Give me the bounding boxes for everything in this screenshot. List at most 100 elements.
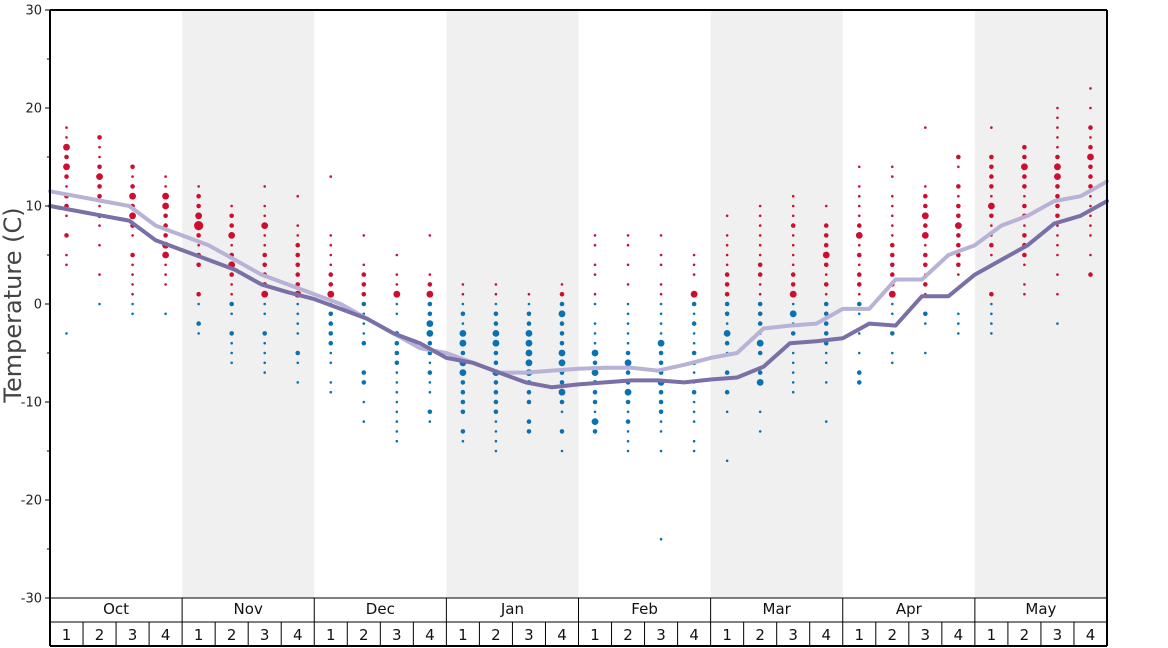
data-point: [131, 283, 134, 286]
data-point: [131, 175, 134, 178]
data-point: [493, 409, 499, 415]
data-point: [591, 418, 599, 425]
data-point: [361, 340, 367, 346]
data-point: [1023, 263, 1026, 267]
data-point: [197, 302, 200, 306]
data-point: [1089, 234, 1092, 237]
data-point: [194, 221, 204, 231]
data-point: [559, 340, 565, 346]
data-point: [164, 185, 167, 188]
data-point: [329, 263, 333, 267]
data-point: [427, 301, 433, 307]
data-point: [889, 331, 895, 336]
data-point: [791, 390, 795, 394]
data-point: [921, 212, 929, 220]
data-point: [924, 243, 927, 247]
data-point: [98, 145, 101, 149]
y-tick-label: 0: [34, 298, 42, 313]
data-point: [1056, 292, 1059, 296]
data-point: [823, 223, 829, 228]
data-point: [395, 302, 399, 306]
data-point: [395, 400, 399, 404]
data-point: [263, 234, 267, 237]
data-point: [98, 243, 101, 247]
data-point: [626, 430, 630, 433]
data-point: [757, 370, 763, 375]
data-point: [989, 291, 994, 297]
data-point: [295, 350, 301, 356]
data-point: [63, 143, 70, 151]
data-point: [1055, 154, 1060, 160]
data-point: [593, 243, 597, 247]
data-point: [658, 350, 664, 356]
data-point: [427, 370, 433, 375]
data-point: [857, 332, 861, 335]
data-point: [990, 322, 993, 325]
data-point: [295, 242, 301, 248]
data-point: [593, 292, 597, 296]
data-point: [395, 390, 399, 394]
data-point: [263, 204, 267, 208]
data-point: [725, 253, 729, 257]
data-point: [162, 202, 170, 210]
week-label: 4: [557, 626, 567, 644]
data-point: [361, 272, 367, 277]
data-point: [855, 232, 863, 239]
data-point: [164, 283, 167, 286]
data-point: [593, 332, 597, 335]
data-point: [758, 292, 762, 296]
data-point: [296, 381, 300, 384]
data-point: [857, 243, 861, 247]
data-point: [263, 351, 267, 355]
data-point: [856, 272, 862, 277]
data-point: [890, 234, 894, 237]
data-point: [824, 204, 828, 208]
data-point: [692, 273, 696, 276]
data-point: [525, 339, 533, 347]
data-point: [1088, 144, 1093, 150]
data-point: [98, 273, 101, 276]
data-point: [692, 439, 696, 443]
data-point: [1022, 144, 1027, 150]
data-point: [658, 409, 664, 415]
data-point: [262, 252, 268, 258]
data-point: [791, 381, 795, 384]
data-point: [492, 330, 500, 337]
week-label: 3: [921, 626, 931, 644]
data-point: [659, 263, 663, 267]
data-point: [989, 164, 994, 170]
data-point: [395, 439, 399, 443]
month-label: May: [1025, 600, 1056, 618]
data-point: [857, 312, 861, 316]
data-point: [395, 312, 399, 316]
data-point: [889, 272, 895, 277]
data-point: [428, 234, 432, 237]
month-shade-nov: [182, 10, 315, 598]
data-point: [461, 322, 465, 325]
data-point: [593, 341, 597, 345]
data-point: [757, 350, 763, 356]
data-point: [559, 291, 565, 297]
data-point: [791, 194, 795, 198]
data-point: [460, 350, 466, 356]
data-point: [1056, 322, 1059, 325]
week-label: 4: [425, 626, 435, 644]
data-point: [296, 234, 300, 237]
data-point: [592, 429, 598, 434]
month-shading: [182, 10, 1107, 598]
data-point: [658, 389, 664, 395]
data-point: [493, 311, 499, 317]
data-point: [1055, 213, 1060, 219]
data-point: [493, 360, 499, 366]
plot-frame: [49, 9, 1108, 646]
data-point: [990, 194, 993, 198]
line-series-2: [48, 179, 1109, 375]
data-point: [856, 301, 862, 307]
data-point: [1023, 194, 1026, 198]
data-point: [725, 263, 729, 267]
data-point: [659, 234, 663, 237]
data-point: [658, 399, 664, 405]
data-point: [823, 282, 829, 287]
data-point: [427, 340, 433, 346]
data-point: [790, 331, 796, 336]
